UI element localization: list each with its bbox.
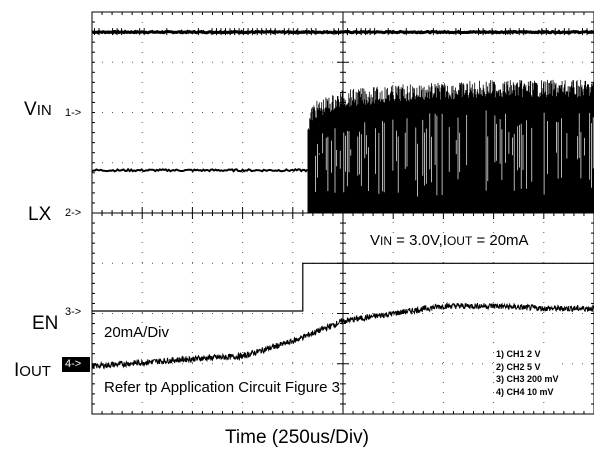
condition-annotation: VIN = 3.0V,IOUT = 20mA bbox=[370, 232, 529, 249]
series-vin-ripple bbox=[94, 28, 588, 36]
channel-scale-4: 4) CH4 10 mV bbox=[496, 386, 554, 397]
series-iout bbox=[91, 302, 594, 370]
reference-annotation: Refer tp Application Circuit Figure 3 bbox=[104, 379, 340, 396]
channel-label-lx: LX bbox=[28, 204, 52, 225]
x-axis-label: Time (250us/Div) bbox=[225, 427, 369, 448]
channel-scale-1: 1) CH1 2 V bbox=[496, 349, 541, 359]
channel-scale-3: 3) CH3 200 mV bbox=[496, 374, 559, 384]
channel-label-iout: IOUT bbox=[14, 360, 51, 381]
channel-marker-1: 1-> bbox=[65, 107, 82, 119]
channel-marker-2: 2-> bbox=[65, 207, 82, 219]
channel-scale-legend: 1) CH1 2 V 2) CH2 5 V 3) CH3 200 mV 4) CH4 … bbox=[496, 348, 559, 398]
channel-label-en: EN bbox=[32, 313, 59, 334]
series-lx-low bbox=[91, 167, 309, 173]
channel-scale-2: 2) CH2 5 V bbox=[496, 361, 541, 372]
series-en bbox=[92, 262, 594, 312]
channel-label-vin: VIN bbox=[24, 99, 52, 120]
series-lx-gaps bbox=[315, 110, 594, 197]
channel-marker-3: 3-> bbox=[65, 306, 82, 318]
series-lx-spikes bbox=[307, 79, 594, 213]
channel-marker-4: 4-> bbox=[65, 358, 82, 370]
current-scale-annotation: 20mA/Div bbox=[104, 324, 170, 341]
channel-marker-badge bbox=[62, 357, 90, 372]
